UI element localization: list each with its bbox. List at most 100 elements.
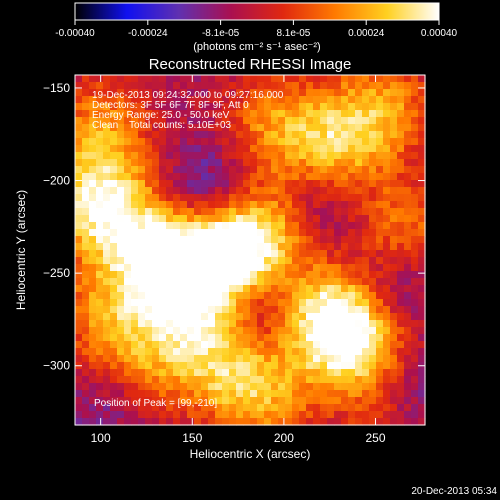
heatmap-cell [362,257,370,265]
heatmap-cell [278,383,286,391]
heatmap-cell [418,138,426,146]
heatmap-cell [418,194,426,202]
heatmap-cell [194,348,202,356]
heatmap-cell [320,397,328,405]
heatmap-cell [278,390,286,398]
heatmap-cell [362,250,370,258]
heatmap-cell [313,166,321,174]
colorbar-tick-label: 0.00024 [348,28,385,39]
heatmap-cell [180,82,188,90]
heatmap-cell [369,201,377,209]
heatmap-cell [96,306,104,314]
heatmap-cell [376,404,384,412]
heatmap-cell [404,285,412,293]
heatmap-cell [152,264,160,272]
heatmap-cell [271,229,279,237]
heatmap-cell [243,271,251,279]
heatmap-cell [166,82,174,90]
heatmap-cell [96,355,104,363]
heatmap-cell [383,341,391,349]
heatmap-cell [299,362,307,370]
heatmap-cell [89,355,97,363]
heatmap-cell [180,411,188,419]
heatmap-cell [96,180,104,188]
heatmap-cell [257,145,265,153]
heatmap-cell [180,320,188,328]
heatmap-cell [194,75,202,83]
heatmap-cell [348,103,356,111]
heatmap-cell [299,285,307,293]
heatmap-cell [327,117,335,125]
heatmap-cell [145,362,153,370]
heatmap-cell [173,418,181,426]
heatmap-cell [278,327,286,335]
heatmap-cell [159,320,167,328]
heatmap-cell [418,327,426,335]
heatmap-cell [348,278,356,286]
heatmap-cell [187,89,195,97]
heatmap-cell [152,334,160,342]
heatmap-cell [173,187,181,195]
heatmap-cell [82,75,90,83]
heatmap-cell [390,292,398,300]
heatmap-cell [264,341,272,349]
heatmap-cell [208,201,216,209]
heatmap-cell [201,187,209,195]
heatmap-cell [285,383,293,391]
heatmap-cell [250,243,258,251]
heatmap-cell [348,292,356,300]
heatmap-cell [180,292,188,300]
heatmap-cell [285,285,293,293]
colorbar-tick-label: 0.00040 [421,28,458,39]
heatmap-cell [341,362,349,370]
heatmap-cell [243,152,251,160]
heatmap-cell [166,278,174,286]
heatmap-cell [89,117,97,125]
heatmap-cell [194,96,202,104]
heatmap-cell [194,404,202,412]
heatmap-cell [376,320,384,328]
heatmap-cell [145,103,153,111]
heatmap-cell [320,110,328,118]
heatmap-cell [243,418,251,426]
heatmap-cell [131,299,139,307]
heatmap-cell [208,369,216,377]
heatmap-cell [236,145,244,153]
heatmap-cell [341,166,349,174]
heatmap-cell [243,327,251,335]
heatmap-cell [138,327,146,335]
heatmap-cell [299,152,307,160]
heatmap-cell [145,292,153,300]
heatmap-cell [411,236,419,244]
plot-timestamp: 20-Dec-2013 05:34 [411,486,497,497]
heatmap-cell [320,250,328,258]
heatmap-cell [362,418,370,426]
heatmap-cell [243,348,251,356]
heatmap-cell [264,390,272,398]
heatmap-cell [138,173,146,181]
heatmap-cell [82,138,90,146]
heatmap-cell [285,292,293,300]
heatmap-cell [397,117,405,125]
heatmap-cell [180,306,188,314]
heatmap-cell [243,404,251,412]
heatmap-cell [362,187,370,195]
heatmap-cell [159,313,167,321]
heatmap-cell [75,131,83,139]
heatmap-cell [124,271,132,279]
heatmap-cell [236,404,244,412]
heatmap-cell [306,306,314,314]
heatmap-cell [397,383,405,391]
heatmap-cell [124,236,132,244]
heatmap-cell [138,257,146,265]
heatmap-cell [166,215,174,223]
heatmap-cell [138,411,146,419]
heatmap-cell [89,404,97,412]
heatmap-cell [250,362,258,370]
heatmap-cell [411,362,419,370]
heatmap-cell [138,201,146,209]
heatmap-cell [180,152,188,160]
heatmap-cell [222,411,230,419]
heatmap-cell [124,334,132,342]
heatmap-cell [397,152,405,160]
